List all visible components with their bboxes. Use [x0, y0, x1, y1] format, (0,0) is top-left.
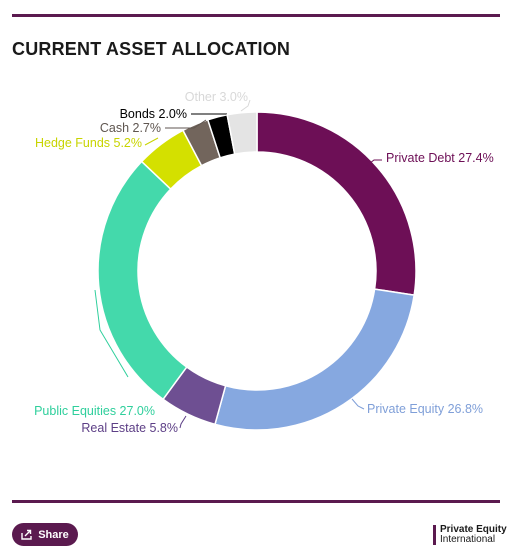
share-button[interactable]: Share: [12, 523, 78, 546]
label-other: Other 3.0%: [185, 90, 248, 104]
logo-line-1: Private Equity: [440, 524, 507, 535]
leader-private-debt: [365, 159, 382, 167]
label-bonds: Bonds 2.0%: [120, 107, 187, 121]
leader-cash: [165, 119, 207, 129]
chart-title: CURRENT ASSET ALLOCATION: [12, 39, 291, 59]
bottom-rule: [12, 500, 500, 503]
leader-public-equities: [94, 289, 129, 378]
leader-real-estate: [179, 415, 187, 429]
slice-private-debt[interactable]: [256, 111, 417, 297]
top-rule: [12, 14, 500, 17]
label-hedge-funds: Hedge Funds 5.2%: [35, 136, 142, 150]
label-public-equities: Public Equities 27.0%: [34, 404, 155, 418]
leader-other: [240, 99, 251, 112]
logo-bar: [433, 525, 436, 545]
slice-public-equities[interactable]: [97, 160, 188, 401]
label-real-estate: Real Estate 5.8%: [81, 421, 178, 435]
publisher-logo: Private Equity International: [433, 525, 507, 545]
donut-chart: Private Debt 27.4% Private Equity 26.8% Re…: [34, 90, 494, 435]
share-button-label: Share: [38, 528, 69, 541]
leader-hedge-funds: [144, 137, 159, 146]
label-cash: Cash 2.7%: [100, 121, 161, 135]
label-private-equity: Private Equity 26.8%: [367, 402, 483, 416]
leader-private-equity: [351, 398, 365, 410]
slice-other[interactable]: [226, 111, 258, 155]
share-icon: [21, 529, 32, 540]
label-private-debt: Private Debt 27.4%: [386, 151, 494, 165]
logo-line-2: International: [440, 534, 496, 545]
